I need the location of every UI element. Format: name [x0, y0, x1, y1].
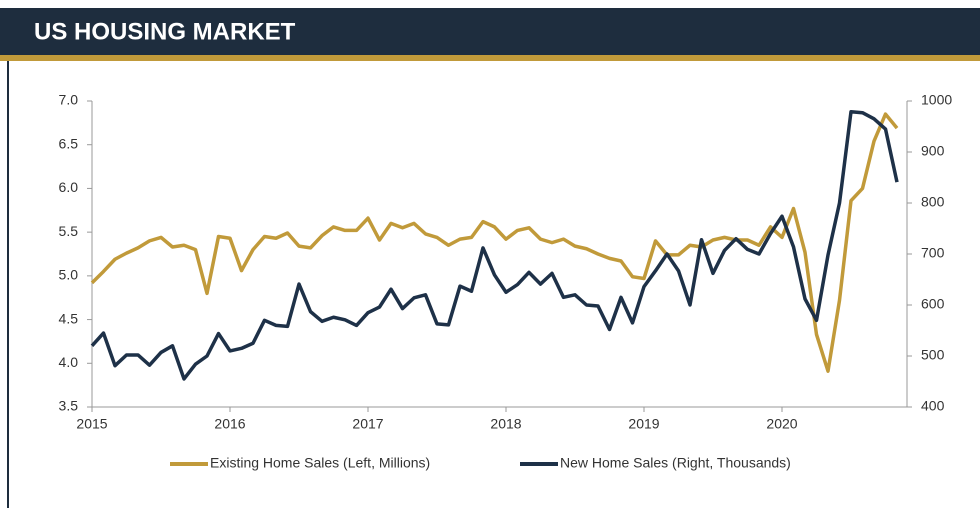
- y2-tick-label: 1000: [921, 92, 952, 108]
- y-tick-label: 7.0: [59, 92, 79, 108]
- y2-tick-label: 700: [921, 245, 945, 261]
- series-line: [90, 109, 899, 381]
- chart-title: US HOUSING MARKET: [34, 18, 296, 45]
- x-tick-label: 2020: [766, 416, 797, 432]
- y2-tick-label: 500: [921, 347, 945, 363]
- y2-tick-label: 400: [921, 398, 945, 414]
- x-tick-label: 2017: [352, 416, 383, 432]
- x-tick-label: 2016: [214, 416, 245, 432]
- x-tick-label: 2019: [628, 416, 659, 432]
- legend-label: Existing Home Sales (Left, Millions): [210, 455, 430, 471]
- x-tick-label: 2015: [76, 416, 107, 432]
- series-line: [90, 112, 899, 373]
- header-stripe: [0, 55, 980, 61]
- y-tick-label: 5.0: [59, 267, 79, 283]
- legend-label: New Home Sales (Right, Thousands): [560, 455, 791, 471]
- y-tick-label: 5.5: [59, 223, 79, 239]
- y-tick-label: 6.0: [59, 179, 79, 195]
- y2-tick-label: 900: [921, 143, 945, 159]
- y-tick-label: 6.5: [59, 135, 79, 151]
- y-tick-label: 4.5: [59, 310, 79, 326]
- y-tick-label: 4.0: [59, 354, 79, 370]
- y2-tick-label: 600: [921, 296, 945, 312]
- y2-tick-label: 800: [921, 194, 945, 210]
- x-tick-label: 2018: [490, 416, 521, 432]
- header-bar: [0, 8, 980, 55]
- side-rule: [7, 61, 9, 508]
- y-tick-label: 3.5: [59, 398, 79, 414]
